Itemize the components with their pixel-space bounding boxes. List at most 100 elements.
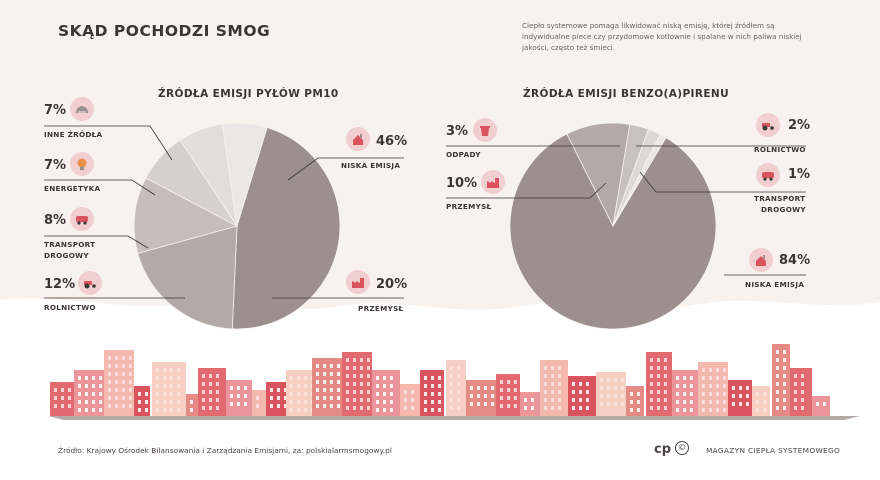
window (477, 394, 480, 398)
window (156, 376, 159, 380)
window (709, 384, 712, 388)
window (794, 398, 797, 402)
copyright-mark: © (675, 441, 689, 455)
window (431, 408, 434, 412)
window (676, 400, 679, 404)
window (360, 382, 363, 386)
window (237, 402, 240, 406)
bap-slice-niska-emisja (509, 133, 717, 330)
window (457, 366, 460, 370)
window (500, 380, 503, 384)
window (500, 404, 503, 408)
window (78, 408, 81, 412)
window (500, 388, 503, 392)
window (390, 384, 393, 388)
window (544, 366, 547, 370)
window (650, 390, 653, 394)
window (776, 350, 779, 354)
window (316, 388, 319, 392)
tractor-icon (756, 113, 780, 137)
window (290, 408, 293, 412)
window (92, 392, 95, 396)
window (514, 388, 517, 392)
window (650, 366, 653, 370)
window (346, 406, 349, 410)
building (626, 386, 644, 416)
window (794, 390, 797, 394)
window (676, 384, 679, 388)
window (664, 398, 667, 402)
window (801, 374, 804, 378)
pm10-trans-pct: 8% (44, 213, 67, 228)
window (270, 388, 273, 392)
building (812, 396, 830, 416)
window (216, 390, 219, 394)
building (772, 344, 790, 416)
window (330, 396, 333, 400)
window (470, 386, 473, 390)
window (122, 380, 125, 384)
window (756, 400, 759, 404)
window (346, 390, 349, 394)
window (304, 408, 307, 412)
window (514, 380, 517, 384)
window (690, 384, 693, 388)
window (108, 380, 111, 384)
window (716, 392, 719, 396)
window (209, 390, 212, 394)
window (630, 400, 633, 404)
window (783, 358, 786, 362)
window (650, 382, 653, 386)
window (558, 390, 561, 394)
window (702, 384, 705, 388)
window (637, 400, 640, 404)
logo-mark: cp (654, 442, 672, 457)
pm10-inne-label: INNE ŹRÓDŁA (44, 130, 103, 139)
window (551, 382, 554, 386)
window (367, 382, 370, 386)
window (383, 400, 386, 404)
window (304, 392, 307, 396)
window (650, 406, 653, 410)
window (746, 386, 749, 390)
window (330, 364, 333, 368)
window (776, 390, 779, 394)
window (776, 358, 779, 362)
window (621, 402, 624, 406)
window (794, 406, 797, 410)
window (558, 398, 561, 402)
window (614, 402, 617, 406)
pm10-slice-inne-źródła (221, 122, 268, 227)
brand-name: MAGAZYN CIEPŁA SYSTEMOWEGO (706, 446, 841, 455)
window (99, 408, 102, 412)
window (330, 388, 333, 392)
window (244, 386, 247, 390)
window (650, 398, 653, 402)
window (297, 400, 300, 404)
window (390, 376, 393, 380)
window (323, 404, 326, 408)
building (252, 390, 266, 416)
window (783, 374, 786, 378)
window (256, 404, 259, 408)
leader-b-trans (639, 171, 806, 193)
window (756, 392, 759, 396)
window (85, 408, 88, 412)
window (544, 390, 547, 394)
window (438, 408, 441, 412)
window (115, 396, 118, 400)
window (579, 406, 582, 410)
window (367, 358, 370, 362)
window (316, 372, 319, 376)
window (78, 384, 81, 388)
window (783, 366, 786, 370)
window (337, 380, 340, 384)
window (424, 392, 427, 396)
window (586, 382, 589, 386)
window (346, 358, 349, 362)
window (122, 404, 125, 408)
window (723, 400, 726, 404)
page-title: SKĄD POCHODZI SMOG (58, 22, 271, 40)
